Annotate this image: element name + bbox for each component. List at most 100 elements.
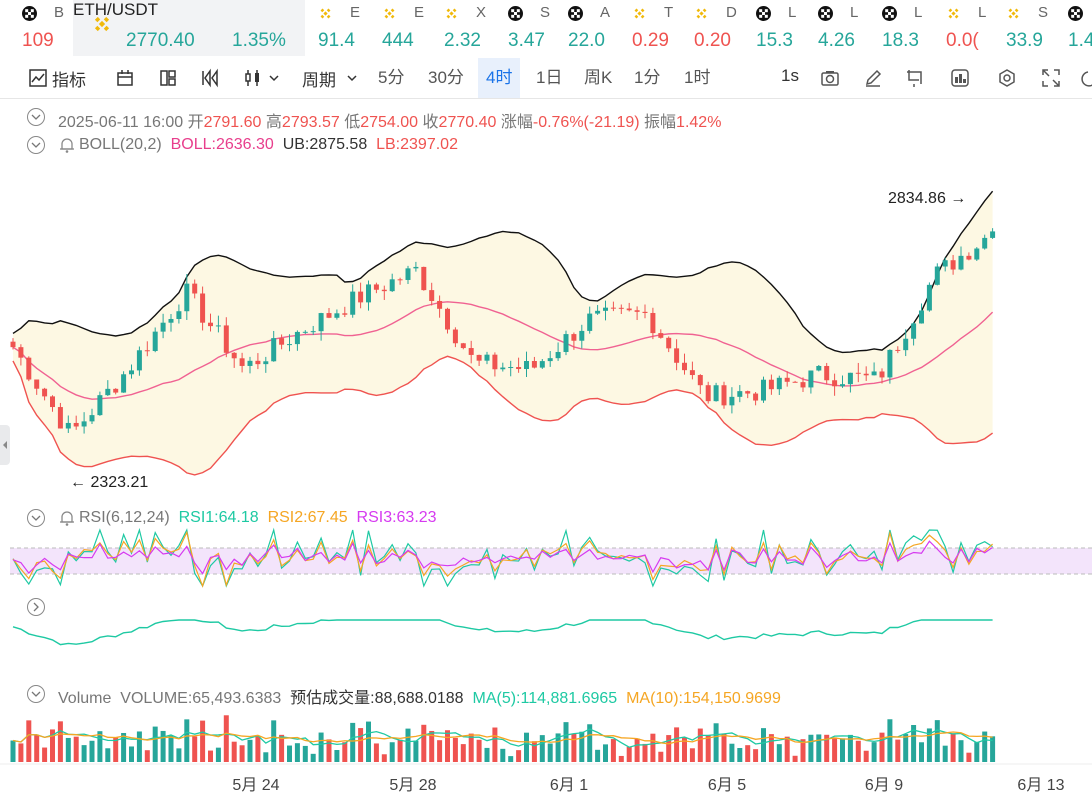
volume-bar <box>539 735 545 762</box>
settings-icon[interactable] <box>997 68 1017 88</box>
binance-icon <box>320 8 331 19</box>
period-button[interactable]: 周期 <box>302 71 336 90</box>
rsi2-value: RSI2:67.45 <box>267 509 348 526</box>
bell-icon[interactable] <box>58 509 76 527</box>
candle-body <box>358 291 364 303</box>
candle-body <box>508 367 514 369</box>
x-axis: 5月 24 5月 28 6月 1 6月 5 6月 9 6月 13 <box>0 763 1092 794</box>
volume-bar <box>942 745 948 762</box>
collapse-ohlc-toggle[interactable] <box>27 108 45 126</box>
candle-body <box>302 331 308 333</box>
candle-body <box>89 415 95 422</box>
timeframe-tab[interactable]: 周K <box>584 68 613 87</box>
active-ticker-price: 2770.40 <box>126 30 195 51</box>
chevron-down-icon[interactable] <box>31 514 41 522</box>
active-ticker[interactable]: ETH/USDT 2770.40 1.35% <box>73 0 305 56</box>
chevron-right-icon[interactable] <box>32 602 40 612</box>
candle-body <box>579 330 585 341</box>
split-view-icon[interactable] <box>158 68 178 88</box>
rewind-icon[interactable] <box>200 68 220 88</box>
fullscreen-icon[interactable] <box>1041 68 1061 88</box>
volume-ma5: MA(5):114,881.6965 <box>472 690 618 707</box>
ticker-strip: B 109 E 91.4 E 444 X 2.32 S 3.47 A 22.0 T 0.29 D 0.20 L 1… <box>0 0 1092 56</box>
chevron-down-icon[interactable] <box>31 113 41 121</box>
ticker-symbol: L <box>788 4 797 21</box>
crop-icon[interactable] <box>905 68 925 88</box>
ticker-symbol: S <box>1038 4 1049 21</box>
chevron-down-icon[interactable] <box>268 72 280 84</box>
timeframe-tab[interactable]: 5分 <box>378 68 405 87</box>
layout-icon[interactable] <box>115 68 135 88</box>
volume-bar <box>705 735 711 762</box>
candle-body <box>776 377 782 390</box>
candle-body <box>840 384 845 387</box>
rsi3-value: RSI3:63.23 <box>356 509 437 526</box>
candle-body <box>65 422 71 429</box>
candle-body <box>389 279 395 292</box>
volume-bar <box>919 742 924 762</box>
ohlc-info: 2025-06-11 16:00 开2791.60 高2793.57 低2754… <box>58 108 721 132</box>
volume-bar <box>129 746 134 762</box>
candle-body <box>555 351 561 359</box>
volume-bar <box>500 748 506 762</box>
candle-body <box>745 391 751 394</box>
candle-body <box>816 365 822 371</box>
indicator-button[interactable]: 指标 <box>52 71 86 90</box>
undo-icon[interactable] <box>1080 68 1092 88</box>
volume-bar <box>508 756 514 762</box>
ticker-value: 1.4 <box>1068 30 1092 51</box>
candle-body <box>121 374 127 393</box>
ticker-value: 3.47 <box>508 30 545 51</box>
timeframe-tab[interactable]: 1分 <box>634 68 661 87</box>
collapse-boll-toggle[interactable] <box>27 136 45 154</box>
price-chart[interactable]: 2834.86 → ← 2323.21 5月 24 5月 28 6月 1 6月 5 6月 … <box>0 160 1092 799</box>
active-ticker-symbol: ETH/USDT <box>73 0 158 19</box>
bell-icon[interactable] <box>58 136 76 154</box>
boll-info: BOLL(20,2) BOLL:2636.30 UB:2875.58 LB:23… <box>79 136 458 154</box>
boll-upper-line <box>12 190 994 354</box>
x-axis-tick-label: 6月 5 <box>708 777 746 794</box>
refresh-interval[interactable]: 1s <box>781 66 799 85</box>
candle-body <box>982 237 988 249</box>
chart-style-icon[interactable] <box>950 68 970 88</box>
candle-body <box>879 371 885 378</box>
volume-bar <box>231 741 237 762</box>
candle-body <box>697 375 703 386</box>
pencil-icon[interactable] <box>863 68 883 88</box>
amplitude-value: 1.42% <box>676 114 722 131</box>
open-value: 2791.60 <box>203 114 262 131</box>
expand-indicator-toggle[interactable] <box>27 598 45 616</box>
candle-body <box>610 307 616 309</box>
candle-body <box>500 367 506 370</box>
candle-body <box>792 381 798 383</box>
chevron-down-icon[interactable] <box>346 72 358 84</box>
candle-body <box>350 291 356 315</box>
collapse-volume-toggle[interactable] <box>27 685 45 703</box>
camera-icon[interactable] <box>820 68 840 88</box>
timeframe-tab[interactable]: 1时 <box>684 68 711 87</box>
binance-icon <box>696 8 707 19</box>
chevron-down-icon[interactable] <box>31 690 41 698</box>
collapse-rsi-toggle[interactable] <box>27 509 45 527</box>
ticker-value: 15.3 <box>756 30 793 51</box>
candles-layer <box>10 228 996 434</box>
candle-body <box>271 338 277 362</box>
candle-body <box>958 255 964 270</box>
timeframe-tab[interactable]: 4时 <box>478 58 521 98</box>
candle-body <box>895 349 901 351</box>
timeframe-tab[interactable]: 1日 <box>536 68 563 87</box>
candlestick-icon[interactable] <box>243 68 263 88</box>
volume-bar <box>824 734 830 762</box>
okx-icon <box>882 6 897 21</box>
oscillator-panel <box>12 619 993 646</box>
candle-body <box>531 361 537 368</box>
candle-body <box>113 388 119 393</box>
chevron-down-icon[interactable] <box>31 141 41 149</box>
indicator-icon[interactable] <box>28 68 48 88</box>
oscillator-line <box>12 619 993 646</box>
candle-body <box>129 370 134 375</box>
candle-body <box>215 325 221 327</box>
chevron-left-icon[interactable] <box>1 440 9 450</box>
timeframe-tab[interactable]: 30分 <box>428 68 464 87</box>
candle-body <box>397 279 403 281</box>
